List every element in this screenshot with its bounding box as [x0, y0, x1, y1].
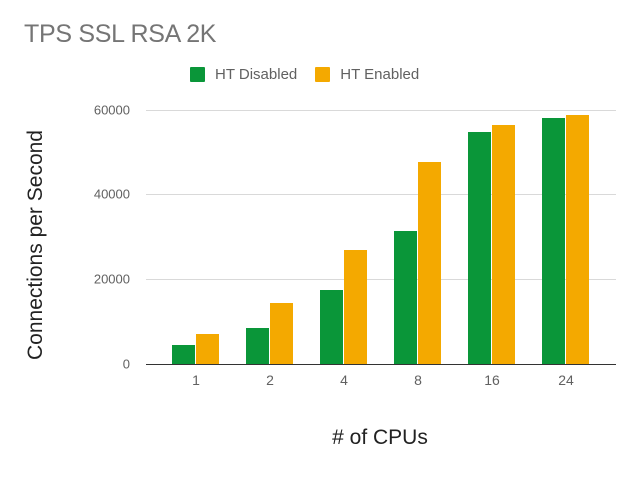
legend-swatch-ht-enabled [315, 67, 331, 82]
bar-ht-enabled-2[interactable] [270, 303, 293, 364]
x-tick-label: 16 [484, 372, 500, 388]
bar-ht-disabled-4[interactable] [320, 290, 343, 364]
bar-ht-disabled-24[interactable] [542, 117, 565, 364]
plot-area: 60000 40000 20000 0 1 2 4 8 16 24 [94, 103, 616, 388]
legend-swatch-ht-disabled [190, 67, 205, 82]
chart-title: TPS SSL RSA 2K [24, 20, 217, 48]
x-tick-label: 2 [266, 372, 274, 388]
x-tick-label: 8 [414, 372, 422, 388]
legend-label: HT Disabled [215, 66, 298, 83]
bar-ht-enabled-8[interactable] [418, 162, 441, 364]
bar-ht-disabled-8[interactable] [394, 231, 417, 364]
x-tick-label: 24 [558, 372, 574, 388]
y-axis-label: Connections per Second [24, 130, 47, 360]
bar-ht-disabled-2[interactable] [246, 328, 269, 364]
bar-ht-enabled-16[interactable] [492, 125, 515, 364]
legend-label: HT Enabled [340, 66, 420, 83]
legend-item-ht-enabled[interactable]: HT Enabled [315, 66, 419, 83]
x-axis-label: # of CPUs [332, 426, 428, 449]
x-tick-label: 4 [340, 372, 348, 388]
y-tick-label: 0 [122, 356, 130, 372]
bar-ht-enabled-4[interactable] [344, 250, 367, 364]
gridline-40000 [146, 194, 616, 195]
legend: HT Disabled HT Enabled [190, 66, 437, 83]
x-axis-baseline [146, 364, 616, 365]
x-tick-label: 1 [192, 372, 200, 388]
bar-ht-enabled-24[interactable] [566, 114, 589, 364]
gridline-20000 [146, 279, 616, 280]
y-tick-label: 60000 [93, 102, 130, 118]
bar-ht-disabled-1[interactable] [172, 345, 195, 364]
gridline-60000 [146, 110, 616, 111]
y-tick-label: 40000 [93, 186, 130, 202]
bar-ht-enabled-1[interactable] [196, 333, 219, 364]
y-tick-label: 20000 [93, 271, 130, 287]
legend-item-ht-disabled[interactable]: HT Disabled [190, 66, 297, 83]
bar-ht-disabled-16[interactable] [468, 132, 491, 364]
